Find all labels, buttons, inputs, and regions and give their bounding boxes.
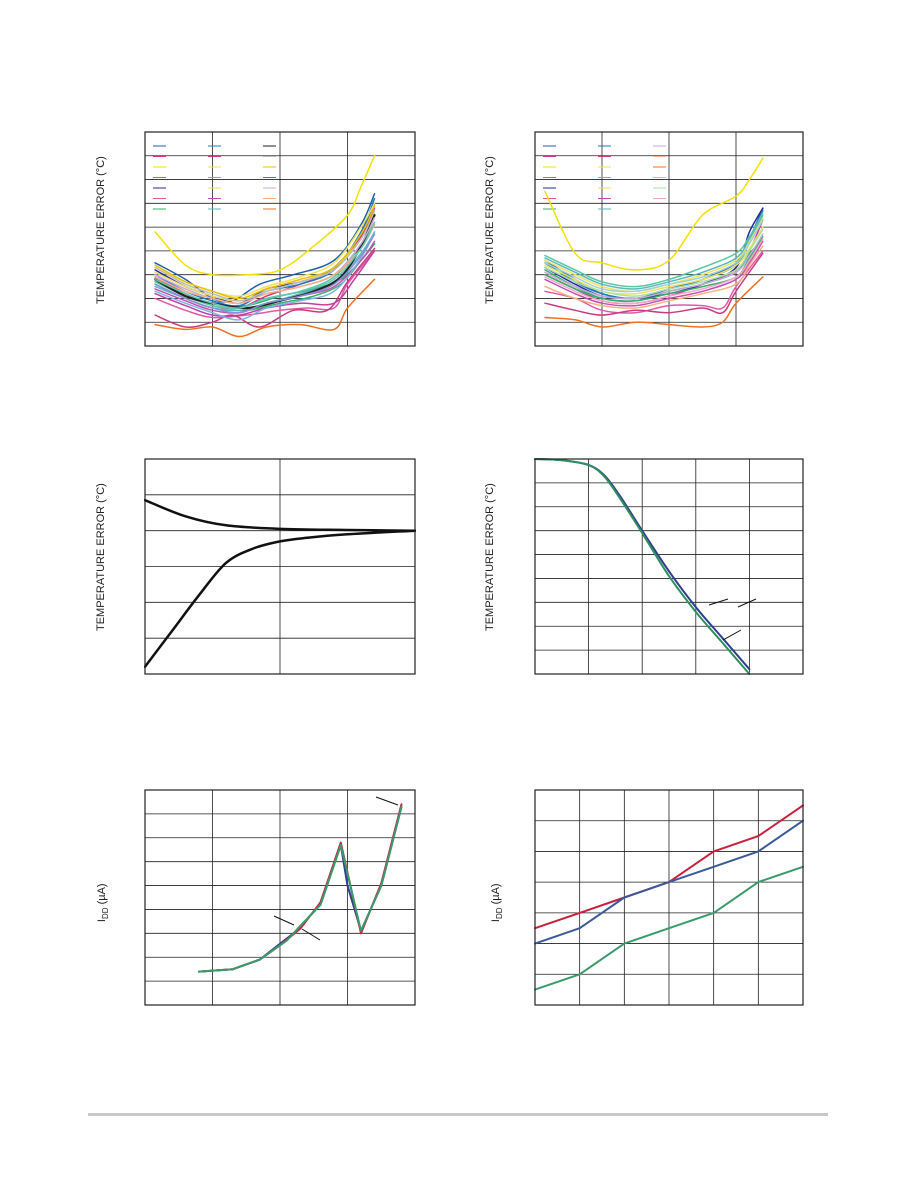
series-line	[544, 207, 764, 300]
footer-rule	[88, 1113, 828, 1116]
plot-area	[144, 458, 416, 675]
plot-frame	[144, 789, 416, 1006]
plot-frame	[534, 789, 804, 1006]
series-line	[534, 458, 751, 675]
series-line	[544, 235, 764, 302]
ylabel-mid-right: TEMPERATURE ERROR (°C)	[484, 483, 496, 631]
series-line	[154, 209, 376, 302]
chart-mid-left	[144, 458, 416, 675]
chart-bot-right	[534, 789, 804, 1006]
series-line	[154, 247, 376, 328]
annotation-arrow	[273, 915, 295, 926]
series-line	[544, 226, 764, 295]
series-line	[544, 214, 764, 290]
ylabel-idd-letter: I	[489, 919, 502, 923]
series-line	[154, 155, 376, 277]
plot-frame	[534, 458, 804, 675]
chart-mid-right	[534, 458, 804, 675]
series-line	[544, 245, 764, 309]
series-line	[544, 252, 764, 316]
plot-area	[534, 131, 804, 347]
plot-frame	[144, 458, 416, 675]
plot-area	[534, 458, 804, 675]
series-line	[544, 276, 764, 328]
ylabel-idd-letter: I	[95, 919, 108, 923]
plot-frame	[144, 131, 416, 347]
series-line	[154, 250, 376, 319]
series-line	[198, 803, 403, 973]
series-line	[544, 238, 764, 305]
series-line	[154, 221, 376, 309]
series-line	[144, 529, 416, 669]
ylabel-idd-sub: DD	[495, 907, 505, 920]
chart-top-left	[144, 131, 416, 347]
ylabel-idd-unit: (µA)	[489, 883, 502, 908]
series-line	[534, 819, 804, 945]
series-line	[144, 498, 416, 532]
annotation-arrow	[708, 598, 729, 606]
ylabel-idd-sub: DD	[101, 907, 111, 920]
plot-area	[144, 789, 416, 1006]
ylabel-bot-right: IDD (µA)	[490, 872, 504, 922]
series-line	[544, 233, 764, 300]
series-line	[198, 805, 403, 973]
series-line	[154, 278, 376, 338]
ylabel-top-left: TEMPERATURE ERROR (°C)	[95, 156, 107, 304]
series-line	[544, 240, 764, 307]
ylabel-bot-left: IDD (µA)	[96, 872, 110, 922]
annotation-arrow	[375, 796, 399, 806]
series-line	[544, 212, 764, 288]
ylabel-idd-unit: (µA)	[95, 883, 108, 908]
annotation-arrow	[301, 928, 321, 941]
series-line	[544, 228, 764, 297]
series-line	[154, 233, 376, 314]
series-line	[544, 157, 764, 271]
chart-bot-left	[144, 789, 416, 1006]
ylabel-top-right: TEMPERATURE ERROR (°C)	[484, 156, 496, 304]
series-line	[544, 219, 764, 293]
ylabel-mid-left: TEMPERATURE ERROR (°C)	[95, 483, 107, 631]
plot-area	[144, 131, 416, 347]
plot-frame	[534, 131, 804, 347]
annotation-arrow	[737, 598, 757, 608]
series-line	[544, 250, 764, 314]
series-line	[154, 204, 376, 300]
series-line	[154, 223, 376, 305]
series-line	[198, 805, 403, 973]
annotation-arrow	[722, 629, 742, 641]
plot-area	[534, 789, 804, 1006]
series-line	[154, 231, 376, 321]
chart-top-right	[534, 131, 804, 347]
series-line	[534, 865, 804, 991]
